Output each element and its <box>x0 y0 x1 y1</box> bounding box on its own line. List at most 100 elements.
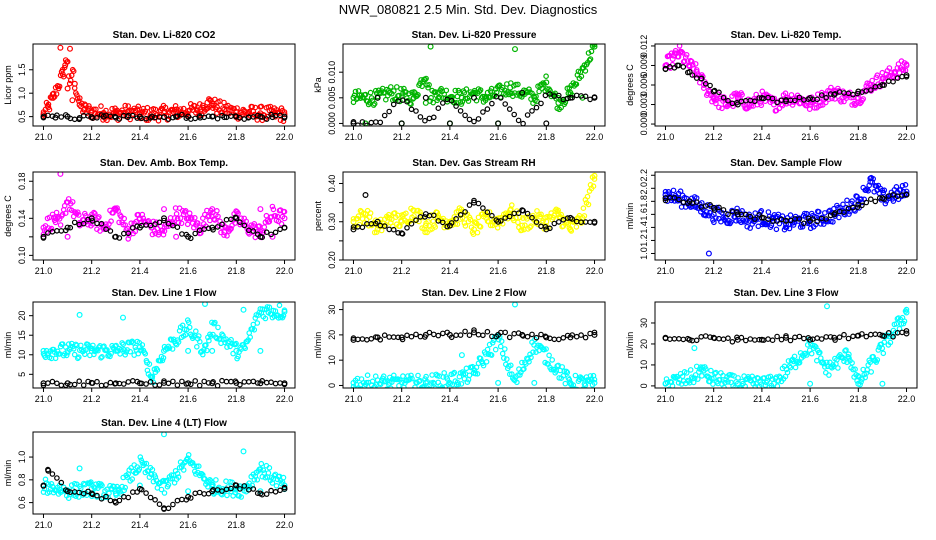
hourly-point <box>591 331 598 338</box>
data-point <box>62 62 69 69</box>
data-point <box>197 106 204 113</box>
data-point <box>412 384 418 388</box>
x-tick-label: 21.8 <box>228 394 246 404</box>
data-point <box>66 45 73 52</box>
data-point <box>521 366 527 372</box>
data-point <box>880 350 887 357</box>
y-tick-label: 0.5 <box>17 110 27 123</box>
hourly-point <box>390 101 397 108</box>
data-point <box>403 210 409 217</box>
x-tick-label: 21.6 <box>801 132 819 142</box>
hourly-point <box>591 94 598 101</box>
data-point <box>45 104 52 111</box>
data-point <box>404 95 410 101</box>
hourly-point <box>765 216 771 223</box>
data-point <box>730 383 736 388</box>
data-point <box>184 221 191 228</box>
data-point <box>92 210 98 217</box>
data-point <box>185 319 192 326</box>
data-point <box>591 176 598 182</box>
y-tick-label: 0.40 <box>327 175 337 193</box>
hourly-point <box>377 119 384 126</box>
hourly-point <box>179 378 185 385</box>
data-point <box>57 222 64 228</box>
data-point <box>189 460 196 466</box>
plot-frame <box>342 43 606 127</box>
hourly-point <box>88 114 95 121</box>
hourly-point <box>103 226 109 233</box>
hourly-point <box>720 94 727 101</box>
data-point <box>487 222 494 229</box>
data-point <box>352 88 359 95</box>
data-point <box>571 386 577 388</box>
data-point <box>711 219 717 226</box>
hourly-point <box>439 219 446 226</box>
hourly-point <box>219 377 225 384</box>
data-point <box>900 67 907 74</box>
hourly-point <box>161 217 167 224</box>
data-point <box>108 218 114 225</box>
hourly-point <box>686 68 693 75</box>
x-tick-label: 21.0 <box>657 132 675 142</box>
data-point <box>75 355 81 362</box>
hourly-point <box>769 95 776 102</box>
data-point <box>398 86 404 92</box>
hourly-point <box>543 120 550 126</box>
hourly-point <box>841 331 847 338</box>
data-point <box>240 306 247 313</box>
data-point <box>258 460 265 467</box>
data-point <box>669 383 676 388</box>
hourly-point <box>676 196 682 203</box>
y-tick-label: 0 <box>639 383 649 388</box>
hourly-point <box>497 95 504 101</box>
hourly-point <box>98 220 105 227</box>
data-point <box>490 93 497 100</box>
data-point <box>122 102 129 109</box>
x-tick-label: 21.2 <box>705 132 723 142</box>
hourly-point <box>519 89 526 96</box>
data-point <box>734 380 741 387</box>
data-point <box>209 347 216 354</box>
data-point <box>195 220 201 226</box>
hourly-point <box>859 202 865 209</box>
hourly-point <box>879 332 886 339</box>
data-point <box>803 210 810 217</box>
data-point <box>160 355 167 361</box>
hourly-point <box>257 113 264 120</box>
data-point <box>77 95 83 101</box>
hourly-point <box>831 211 838 218</box>
data-point <box>350 218 357 225</box>
data-point <box>425 84 431 91</box>
data-point <box>350 94 357 101</box>
hourly-point <box>885 78 892 85</box>
panel-6: Stan. Dev. Sample Flow ml/min 21.0 21.2 21.4… <box>625 158 918 276</box>
x-tick-label: 22.0 <box>586 394 604 404</box>
data-point <box>458 352 465 359</box>
plot-frame <box>654 171 918 261</box>
data-point <box>232 341 238 348</box>
hourly-point <box>903 328 910 334</box>
hourly-point <box>422 94 429 101</box>
hourly-point <box>547 91 553 97</box>
hourly-point <box>511 330 518 337</box>
data-point <box>411 89 417 95</box>
data-point <box>262 315 269 322</box>
hourly-point <box>94 115 100 121</box>
hourly-point <box>125 379 132 385</box>
hourly-point <box>398 230 405 237</box>
data-point <box>903 309 910 316</box>
data-point <box>902 182 909 188</box>
data-point <box>513 81 519 88</box>
data-point <box>70 68 77 75</box>
x-tick-label: 22.0 <box>898 132 916 142</box>
y-tick-label: 0.005 <box>327 87 337 110</box>
hourly-point <box>765 336 771 342</box>
x-tick-label: 21.8 <box>850 394 868 404</box>
data-point <box>483 212 490 218</box>
data-point <box>423 373 429 380</box>
data-point <box>175 474 182 480</box>
hourly-point <box>64 380 71 387</box>
data-point <box>892 329 899 336</box>
data-point <box>815 209 822 215</box>
data-point <box>50 94 57 101</box>
